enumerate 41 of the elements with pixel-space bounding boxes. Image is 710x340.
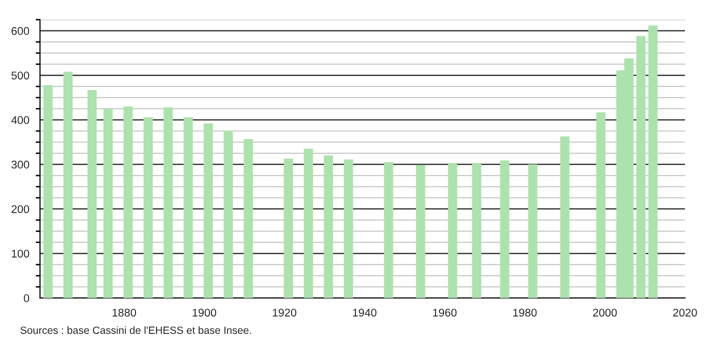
- x-tick-label: 1880: [112, 308, 136, 317]
- bar: [560, 136, 570, 298]
- y-tick-label: 500: [11, 72, 30, 80]
- x-tick-label: 1920: [272, 308, 296, 317]
- bar: [384, 162, 394, 298]
- bar: [144, 117, 153, 298]
- bar: [500, 160, 510, 298]
- bar: [184, 117, 193, 298]
- y-tick-label: 300: [11, 160, 30, 169]
- bar: [344, 160, 354, 298]
- x-tick-label: 1900: [192, 308, 216, 317]
- bar: [648, 25, 658, 298]
- x-tick-label: 2000: [593, 308, 617, 317]
- bar: [416, 164, 426, 298]
- y-tick-label: 100: [12, 250, 30, 258]
- bar: [164, 107, 173, 298]
- x-tick-label: 2020: [673, 308, 697, 317]
- x-tick-label: 1940: [352, 308, 376, 317]
- bar: [104, 108, 113, 298]
- bar: [63, 72, 73, 298]
- bar: [244, 139, 253, 298]
- y-tick-label: 200: [12, 205, 30, 214]
- y-tick-label: 400: [11, 116, 30, 124]
- x-tick-label: 1960: [433, 308, 457, 317]
- bar: [448, 163, 458, 298]
- bar: [204, 123, 213, 298]
- bar: [304, 148, 314, 298]
- bar: [324, 155, 334, 298]
- bar: [43, 85, 53, 298]
- bar: [87, 90, 97, 298]
- source-note: Sources : base Cassini de l'EHESS et base Insee.: [20, 326, 251, 334]
- bar: [284, 158, 293, 298]
- bar: [124, 106, 133, 298]
- bar: [636, 36, 646, 298]
- bar: [224, 130, 233, 298]
- y-tick-label: 0: [24, 294, 30, 302]
- bar: [596, 112, 606, 298]
- x-tick-label: 1980: [513, 308, 537, 317]
- bar: [528, 164, 538, 298]
- y-tick-label: 600: [12, 27, 30, 35]
- bar: [472, 163, 482, 298]
